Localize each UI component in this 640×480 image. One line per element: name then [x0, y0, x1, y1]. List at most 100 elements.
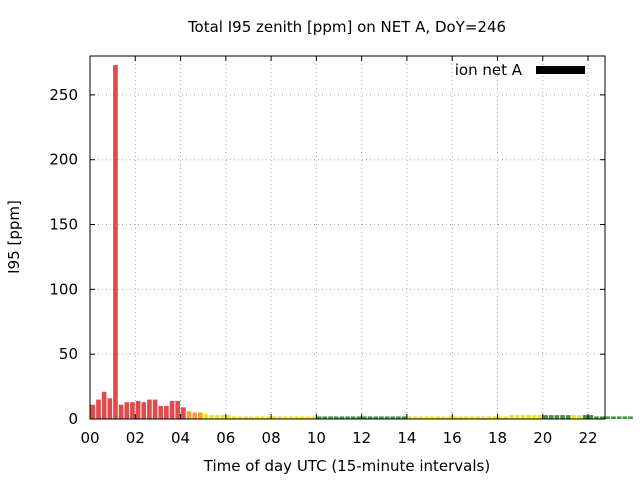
bar	[96, 399, 101, 419]
bar	[367, 416, 373, 419]
bar	[220, 415, 226, 419]
y-tick-label: 150	[49, 216, 78, 234]
x-tick-label: 02	[126, 429, 145, 447]
bar	[248, 416, 254, 419]
chart-title: Total I95 zenith [ppm] on NET A, DoY=246	[187, 18, 506, 36]
bar	[322, 416, 328, 419]
bar	[611, 416, 616, 419]
bar	[560, 415, 565, 419]
bar	[588, 415, 594, 419]
x-tick-label: 22	[578, 429, 597, 447]
bar	[226, 415, 231, 419]
bar	[418, 416, 424, 419]
x-tick-label: 00	[80, 429, 99, 447]
bar	[469, 416, 475, 419]
bar	[577, 415, 582, 419]
bar	[260, 416, 265, 419]
bar	[231, 416, 237, 419]
bar	[254, 416, 260, 419]
bar	[628, 416, 633, 419]
bar	[305, 416, 311, 419]
bar	[582, 415, 588, 419]
bar	[396, 416, 401, 419]
bar	[294, 416, 299, 419]
bar	[452, 416, 458, 419]
y-tick-label: 250	[49, 86, 78, 104]
x-tick-label: 06	[216, 429, 235, 447]
x-tick-label: 10	[307, 429, 326, 447]
y-tick-label: 0	[68, 410, 78, 428]
bar	[135, 400, 141, 419]
bar	[401, 416, 407, 419]
bar	[339, 416, 345, 419]
bar	[594, 416, 599, 419]
bar	[192, 412, 198, 419]
y-tick-label: 50	[59, 345, 78, 363]
y-axis-label: I95 [ppm]	[5, 200, 23, 274]
bar	[362, 416, 367, 419]
bar	[480, 416, 486, 419]
bar	[526, 415, 531, 419]
bar	[537, 415, 543, 419]
bar	[520, 415, 526, 419]
bar	[622, 416, 628, 419]
bar	[554, 415, 560, 419]
bar	[198, 412, 203, 419]
bar	[181, 407, 186, 419]
bar	[350, 416, 356, 419]
bar	[299, 416, 305, 419]
bar	[531, 415, 537, 419]
bar	[158, 406, 164, 419]
bar	[328, 416, 333, 419]
bar	[288, 416, 294, 419]
bar	[464, 416, 469, 419]
x-tick-label: 16	[443, 429, 462, 447]
bar	[186, 411, 192, 419]
y-tick-label: 100	[49, 280, 78, 298]
bar	[147, 399, 152, 419]
bar	[333, 416, 339, 419]
y-tick-label: 200	[49, 151, 78, 169]
bar	[599, 416, 605, 419]
x-tick-label: 12	[352, 429, 371, 447]
bar	[486, 416, 492, 419]
bar	[435, 416, 441, 419]
bar	[548, 415, 554, 419]
legend-swatch	[536, 66, 585, 74]
bar	[118, 404, 124, 419]
bar	[152, 399, 158, 419]
bar	[424, 416, 430, 419]
bar	[215, 415, 220, 419]
bar	[514, 415, 520, 419]
bar	[277, 416, 282, 419]
x-tick-label: 04	[171, 429, 190, 447]
bar	[164, 406, 169, 419]
bar	[311, 416, 316, 419]
bar	[169, 400, 175, 419]
bar	[543, 415, 548, 419]
bar	[90, 404, 96, 419]
bar	[458, 416, 464, 419]
bar	[605, 416, 611, 419]
bar	[356, 416, 362, 419]
bars-group	[90, 65, 633, 419]
bar	[379, 416, 384, 419]
grid-lines	[90, 56, 605, 419]
bar	[373, 416, 379, 419]
plot-frame	[89, 55, 606, 420]
bar	[237, 416, 243, 419]
bar	[407, 416, 413, 419]
bar	[475, 416, 480, 419]
bar	[107, 398, 113, 419]
bar	[209, 415, 215, 419]
x-tick-label: 18	[488, 429, 507, 447]
legend-label: ion net A	[455, 61, 523, 79]
x-axis-label: Time of day UTC (15-minute intervals)	[203, 457, 490, 475]
bar	[565, 415, 571, 419]
legend: ion net A	[455, 61, 585, 79]
bar	[441, 416, 447, 419]
axis-ticks: 00 02 04 06 08 10 12 14 16 18 20 22 0 50 100 150 200 250	[49, 56, 605, 447]
bar	[203, 413, 209, 419]
bar	[413, 416, 418, 419]
